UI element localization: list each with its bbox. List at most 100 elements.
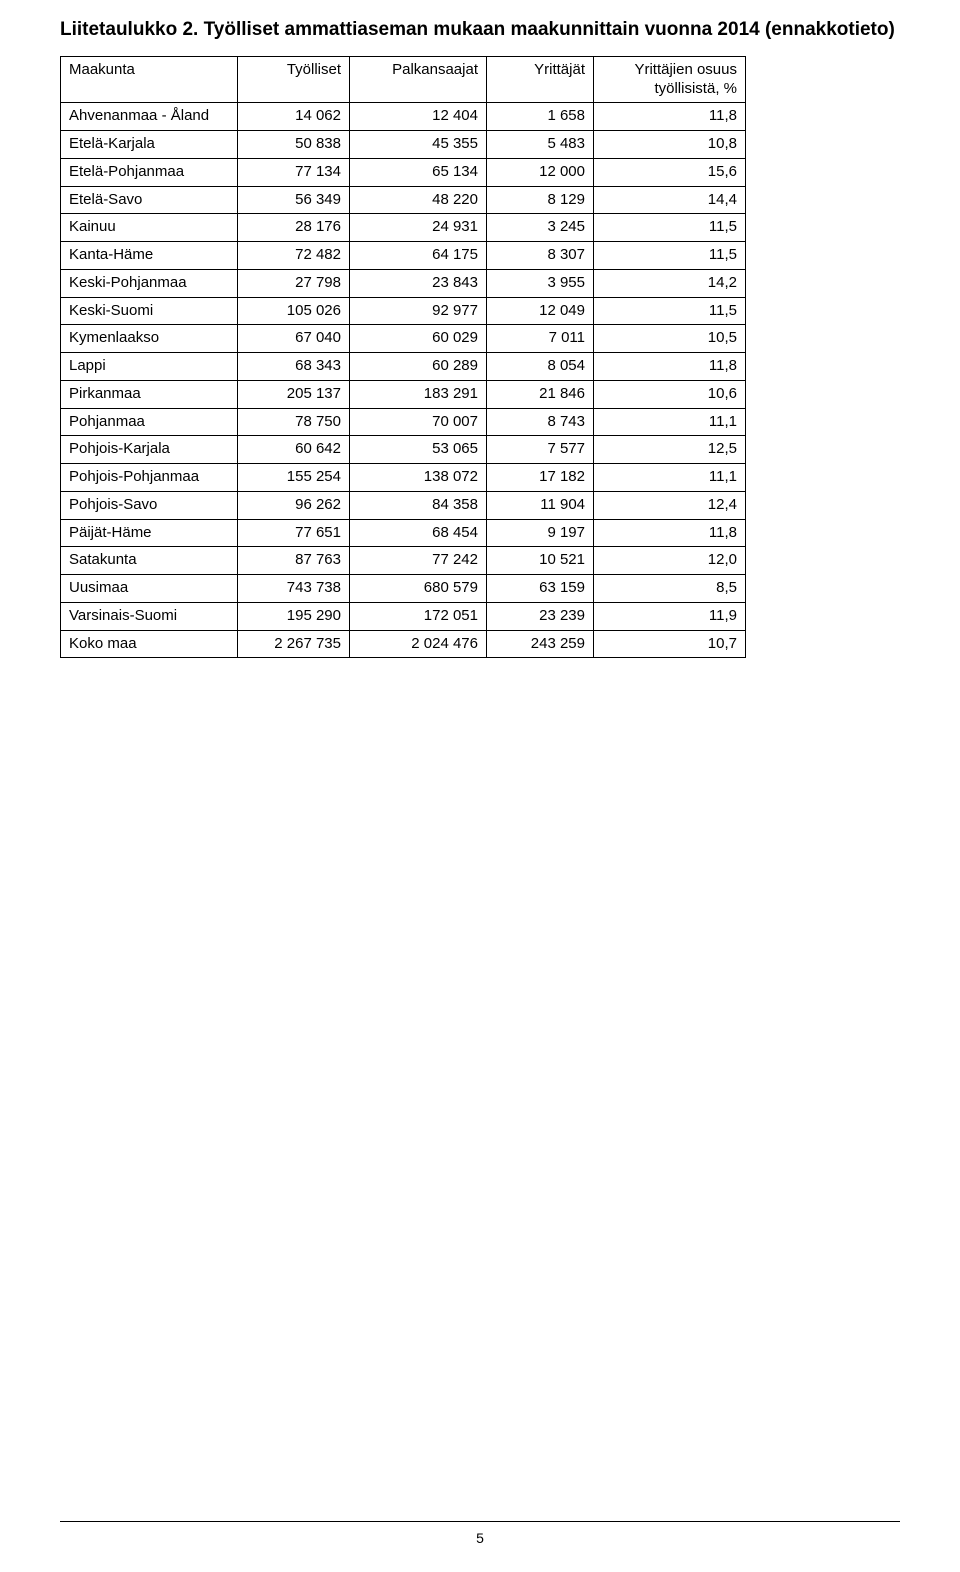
cell-entrepreneurs: 17 182 bbox=[487, 464, 594, 492]
cell-wage: 77 242 bbox=[350, 547, 487, 575]
cell-pct: 10,8 bbox=[594, 131, 746, 159]
cell-region: Ahvenanmaa - Åland bbox=[61, 103, 238, 131]
cell-region: Kanta-Häme bbox=[61, 242, 238, 270]
table-row: Ahvenanmaa - Åland14 06212 4041 65811,8 bbox=[61, 103, 746, 131]
cell-wage: 138 072 bbox=[350, 464, 487, 492]
cell-wage: 23 843 bbox=[350, 269, 487, 297]
page: Liitetaulukko 2. Työlliset ammattiaseman… bbox=[0, 0, 960, 1572]
cell-region: Pohjois-Savo bbox=[61, 491, 238, 519]
col-header-entrepreneurs: Yrittäjät bbox=[487, 56, 594, 103]
cell-entrepreneurs: 21 846 bbox=[487, 380, 594, 408]
cell-pct: 11,8 bbox=[594, 103, 746, 131]
table-row: Lappi68 34360 2898 05411,8 bbox=[61, 353, 746, 381]
table-row: Keski-Pohjanmaa27 79823 8433 95514,2 bbox=[61, 269, 746, 297]
cell-region: Pirkanmaa bbox=[61, 380, 238, 408]
cell-wage: 12 404 bbox=[350, 103, 487, 131]
cell-pct: 11,1 bbox=[594, 464, 746, 492]
cell-wage: 2 024 476 bbox=[350, 630, 487, 658]
cell-region: Pohjanmaa bbox=[61, 408, 238, 436]
cell-employed: 105 026 bbox=[238, 297, 350, 325]
cell-wage: 45 355 bbox=[350, 131, 487, 159]
table-row: Etelä-Karjala50 83845 3555 48310,8 bbox=[61, 131, 746, 159]
table-row: Koko maa2 267 7352 024 476243 25910,7 bbox=[61, 630, 746, 658]
col-header-pct: Yrittäjien osuus työllisistä, % bbox=[594, 56, 746, 103]
cell-pct: 11,9 bbox=[594, 602, 746, 630]
cell-entrepreneurs: 12 049 bbox=[487, 297, 594, 325]
cell-wage: 70 007 bbox=[350, 408, 487, 436]
cell-employed: 28 176 bbox=[238, 214, 350, 242]
cell-entrepreneurs: 63 159 bbox=[487, 575, 594, 603]
cell-employed: 87 763 bbox=[238, 547, 350, 575]
cell-employed: 27 798 bbox=[238, 269, 350, 297]
table-header-row: Maakunta Työlliset Palkansaajat Yrittäjä… bbox=[61, 56, 746, 103]
cell-employed: 195 290 bbox=[238, 602, 350, 630]
table-title: Liitetaulukko 2. Työlliset ammattiaseman… bbox=[60, 18, 900, 42]
cell-region: Varsinais-Suomi bbox=[61, 602, 238, 630]
cell-entrepreneurs: 9 197 bbox=[487, 519, 594, 547]
table-row: Etelä-Pohjanmaa77 13465 13412 00015,6 bbox=[61, 158, 746, 186]
cell-region: Etelä-Karjala bbox=[61, 131, 238, 159]
table-row: Uusimaa743 738680 57963 1598,5 bbox=[61, 575, 746, 603]
table-body: Ahvenanmaa - Åland14 06212 4041 65811,8E… bbox=[61, 103, 746, 658]
cell-region: Satakunta bbox=[61, 547, 238, 575]
cell-entrepreneurs: 11 904 bbox=[487, 491, 594, 519]
cell-wage: 60 029 bbox=[350, 325, 487, 353]
cell-region: Etelä-Pohjanmaa bbox=[61, 158, 238, 186]
cell-pct: 15,6 bbox=[594, 158, 746, 186]
cell-employed: 743 738 bbox=[238, 575, 350, 603]
cell-entrepreneurs: 8 129 bbox=[487, 186, 594, 214]
cell-pct: 11,5 bbox=[594, 297, 746, 325]
table-row: Pohjois-Pohjanmaa155 254138 07217 18211,… bbox=[61, 464, 746, 492]
cell-employed: 68 343 bbox=[238, 353, 350, 381]
cell-employed: 78 750 bbox=[238, 408, 350, 436]
table-row: Kainuu28 17624 9313 24511,5 bbox=[61, 214, 746, 242]
cell-entrepreneurs: 8 743 bbox=[487, 408, 594, 436]
cell-region: Lappi bbox=[61, 353, 238, 381]
table-row: Kymenlaakso67 04060 0297 01110,5 bbox=[61, 325, 746, 353]
data-table: Maakunta Työlliset Palkansaajat Yrittäjä… bbox=[60, 56, 746, 659]
cell-employed: 2 267 735 bbox=[238, 630, 350, 658]
cell-pct: 12,0 bbox=[594, 547, 746, 575]
cell-entrepreneurs: 1 658 bbox=[487, 103, 594, 131]
cell-wage: 183 291 bbox=[350, 380, 487, 408]
cell-wage: 65 134 bbox=[350, 158, 487, 186]
cell-employed: 77 134 bbox=[238, 158, 350, 186]
cell-pct: 11,5 bbox=[594, 242, 746, 270]
cell-entrepreneurs: 3 955 bbox=[487, 269, 594, 297]
table-row: Varsinais-Suomi195 290172 05123 23911,9 bbox=[61, 602, 746, 630]
cell-entrepreneurs: 7 011 bbox=[487, 325, 594, 353]
cell-wage: 24 931 bbox=[350, 214, 487, 242]
cell-region: Pohjois-Pohjanmaa bbox=[61, 464, 238, 492]
cell-pct: 10,7 bbox=[594, 630, 746, 658]
table-row: Satakunta87 76377 24210 52112,0 bbox=[61, 547, 746, 575]
cell-pct: 10,5 bbox=[594, 325, 746, 353]
cell-wage: 60 289 bbox=[350, 353, 487, 381]
cell-region: Keski-Suomi bbox=[61, 297, 238, 325]
cell-wage: 84 358 bbox=[350, 491, 487, 519]
cell-pct: 11,5 bbox=[594, 214, 746, 242]
cell-pct: 14,4 bbox=[594, 186, 746, 214]
cell-entrepreneurs: 12 000 bbox=[487, 158, 594, 186]
cell-region: Keski-Pohjanmaa bbox=[61, 269, 238, 297]
cell-employed: 96 262 bbox=[238, 491, 350, 519]
table-row: Etelä-Savo56 34948 2208 12914,4 bbox=[61, 186, 746, 214]
table-row: Pirkanmaa205 137183 29121 84610,6 bbox=[61, 380, 746, 408]
cell-pct: 11,8 bbox=[594, 353, 746, 381]
cell-employed: 155 254 bbox=[238, 464, 350, 492]
cell-employed: 77 651 bbox=[238, 519, 350, 547]
cell-region: Etelä-Savo bbox=[61, 186, 238, 214]
cell-employed: 205 137 bbox=[238, 380, 350, 408]
cell-employed: 50 838 bbox=[238, 131, 350, 159]
cell-pct: 14,2 bbox=[594, 269, 746, 297]
cell-pct: 8,5 bbox=[594, 575, 746, 603]
cell-pct: 11,1 bbox=[594, 408, 746, 436]
cell-entrepreneurs: 7 577 bbox=[487, 436, 594, 464]
cell-employed: 56 349 bbox=[238, 186, 350, 214]
footer-rule bbox=[60, 1521, 900, 1522]
table-row: Keski-Suomi105 02692 97712 04911,5 bbox=[61, 297, 746, 325]
cell-region: Pohjois-Karjala bbox=[61, 436, 238, 464]
cell-entrepreneurs: 8 054 bbox=[487, 353, 594, 381]
cell-pct: 10,6 bbox=[594, 380, 746, 408]
cell-region: Uusimaa bbox=[61, 575, 238, 603]
table-row: Kanta-Häme72 48264 1758 30711,5 bbox=[61, 242, 746, 270]
